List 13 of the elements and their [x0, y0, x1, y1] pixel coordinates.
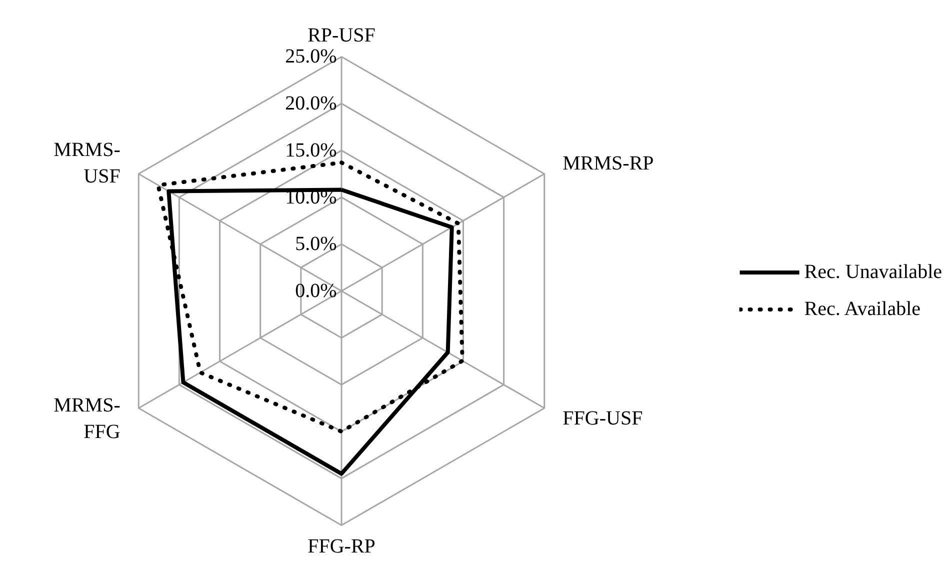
- spoke-label: MRMS-FFG: [54, 394, 120, 443]
- spoke-label: FFG-RP: [308, 535, 376, 558]
- y-tick-label: 15.0%: [285, 139, 337, 162]
- y-tick-label: 20.0%: [285, 92, 337, 115]
- y-tick-label: 5.0%: [295, 233, 337, 256]
- spoke-label: RP-USF: [308, 24, 376, 47]
- spoke-label: FFG-USF: [562, 408, 643, 430]
- spoke-label: MRMS-RP: [562, 152, 654, 174]
- y-tick-label: 25.0%: [285, 46, 337, 68]
- legend-label: Rec. Unavailable: [804, 260, 942, 284]
- legend-label: Rec. Available: [804, 298, 921, 320]
- y-tick-label: 0.0%: [295, 280, 337, 302]
- spoke-label: MRMS-USF: [54, 139, 120, 188]
